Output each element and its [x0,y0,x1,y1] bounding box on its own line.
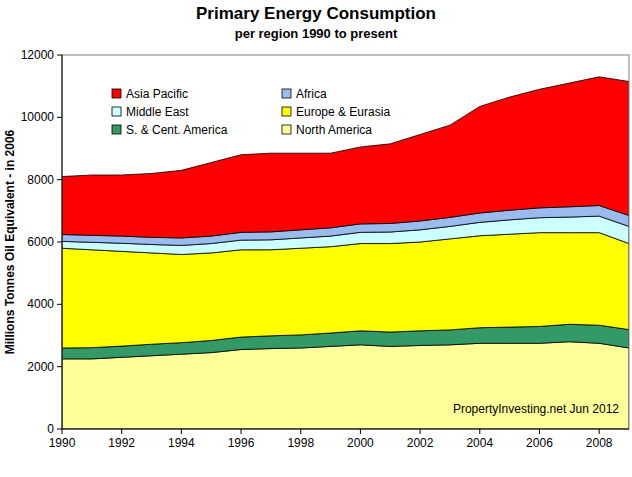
x-tick [599,429,600,434]
title: Primary Energy Consumption [196,4,436,23]
annotation: PropertyInvesting.net Jun 2012 [453,402,619,416]
x-tick [539,429,540,434]
y-tick [57,55,62,56]
legend-label: Europe & Eurasia [296,105,390,119]
x-axis [62,429,629,430]
y-tick [57,304,62,305]
x-tick [479,429,480,434]
areas [62,77,629,429]
y-tick-label: 2000 [27,360,54,374]
legend-swatch [112,125,121,134]
x-tick [241,429,242,434]
y-label: Millions Tonnes Oil Equivalent - in 2006 [3,129,17,354]
legend-label: Africa [296,87,327,101]
y-tick-label: 12000 [21,48,55,62]
y-tick-label: 6000 [27,235,54,249]
y-tick [57,179,62,180]
plot-frame [62,55,629,429]
x-tick [360,429,361,434]
legend-swatch [282,125,291,134]
x-tick-label: 2002 [407,436,434,450]
legend: Asia Pacific Africa Middle East Europe & Eu… [112,87,390,137]
legend-swatch [282,107,291,116]
y-tick [57,366,62,367]
x-tick-label: 1994 [168,436,195,450]
x-tick-label: 1992 [108,436,135,450]
x-tick [62,429,63,434]
x-tick [181,429,182,434]
x-tick-label: 1998 [287,436,314,450]
legend-swatch [282,89,291,98]
y-tick-label: 10000 [21,110,55,124]
subtitle: per region 1990 to present [235,26,398,41]
y-tick-label: 8000 [27,173,54,187]
x-tick-label: 2000 [347,436,374,450]
y-tick [57,429,62,430]
legend-swatch [112,89,121,98]
x-tick [300,429,301,434]
x-tick-label: 2008 [586,436,613,450]
y-tick [57,117,62,118]
legend-label: Middle East [126,105,189,119]
x-tick [420,429,421,434]
y-tick-label: 0 [47,422,54,436]
legend-label: North America [296,123,372,137]
legend-label: S. & Cent. America [126,123,228,137]
y-tick-label: 4000 [27,297,54,311]
chart: Primary Energy Consumption per region 199… [0,0,632,477]
x-tick-label: 2004 [466,436,493,450]
x-tick-label: 2006 [526,436,553,450]
legend-label: Asia Pacific [126,87,188,101]
x-tick-label: 1996 [228,436,255,450]
x-tick-label: 1990 [49,436,76,450]
area [62,77,629,238]
legend-swatch [112,107,121,116]
y-tick [57,242,62,243]
x-tick [121,429,122,434]
